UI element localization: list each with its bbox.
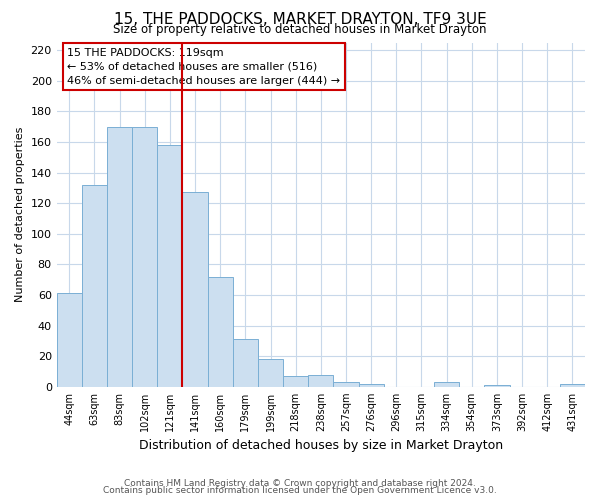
Bar bbox=[182, 192, 208, 387]
Bar bbox=[308, 374, 334, 387]
Bar bbox=[560, 384, 585, 387]
Bar bbox=[434, 382, 459, 387]
Bar bbox=[258, 360, 283, 387]
Text: Contains HM Land Registry data © Crown copyright and database right 2024.: Contains HM Land Registry data © Crown c… bbox=[124, 478, 476, 488]
Text: Contains public sector information licensed under the Open Government Licence v3: Contains public sector information licen… bbox=[103, 486, 497, 495]
Bar bbox=[56, 294, 82, 387]
Bar bbox=[334, 382, 359, 387]
Text: 15 THE PADDOCKS: 119sqm
← 53% of detached houses are smaller (516)
46% of semi-d: 15 THE PADDOCKS: 119sqm ← 53% of detache… bbox=[67, 48, 340, 86]
Bar bbox=[157, 145, 182, 387]
Text: Size of property relative to detached houses in Market Drayton: Size of property relative to detached ho… bbox=[113, 22, 487, 36]
Bar bbox=[107, 126, 132, 387]
Y-axis label: Number of detached properties: Number of detached properties bbox=[15, 127, 25, 302]
Bar bbox=[484, 386, 509, 387]
Bar bbox=[283, 376, 308, 387]
Bar bbox=[132, 126, 157, 387]
Bar bbox=[359, 384, 384, 387]
Bar bbox=[82, 185, 107, 387]
Bar bbox=[233, 340, 258, 387]
Text: 15, THE PADDOCKS, MARKET DRAYTON, TF9 3UE: 15, THE PADDOCKS, MARKET DRAYTON, TF9 3U… bbox=[113, 12, 487, 28]
Bar bbox=[208, 276, 233, 387]
X-axis label: Distribution of detached houses by size in Market Drayton: Distribution of detached houses by size … bbox=[139, 440, 503, 452]
